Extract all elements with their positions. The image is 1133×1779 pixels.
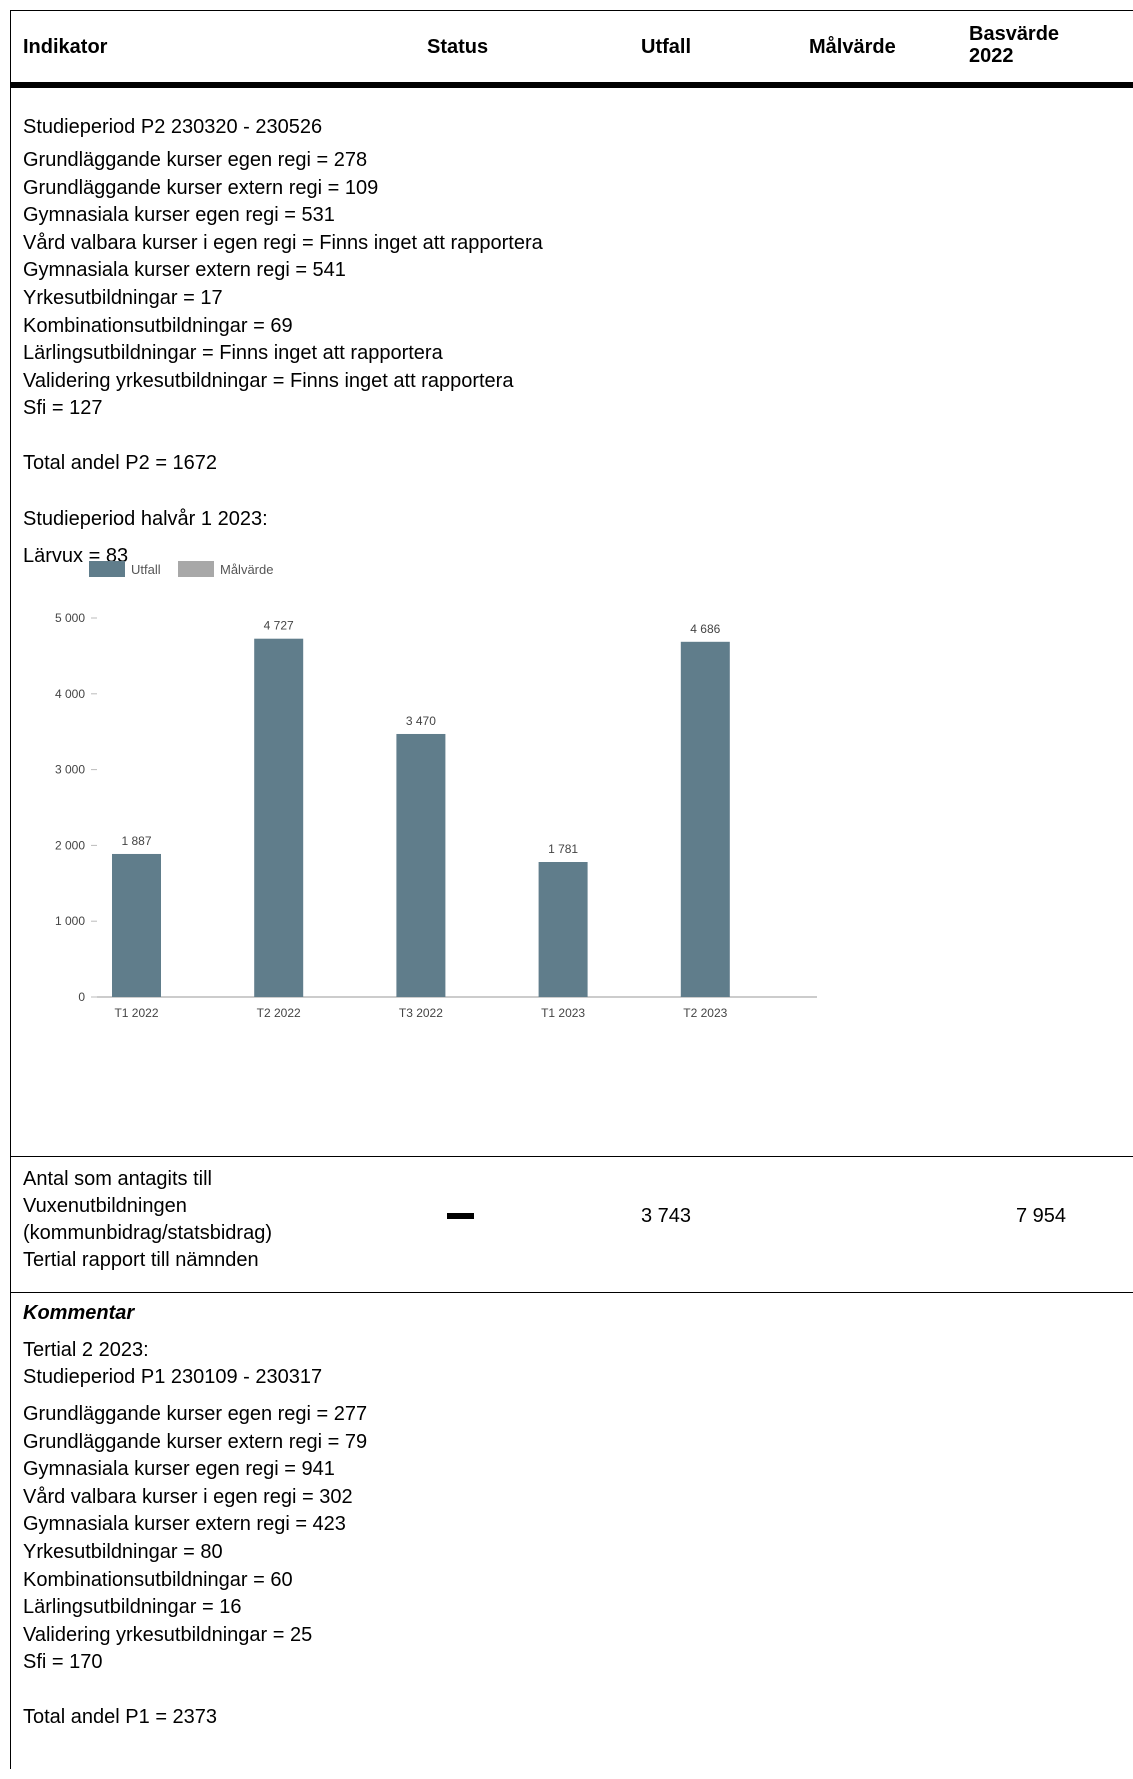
y-tick-label: 0	[78, 990, 85, 1004]
legend-label: Målvärde	[220, 562, 273, 577]
row-indikator-line: (kommunbidrag/statsbidrag)	[23, 1222, 272, 1244]
list-item: Grundläggande kurser extern regi = 109	[23, 176, 379, 199]
section1-list: Grundläggande kurser egen regi = 278 Grun…	[23, 147, 543, 423]
list-item: Sfi = 170	[23, 1651, 103, 1674]
row-indikator-line: Vuxenutbildningen	[23, 1195, 187, 1217]
header-basvarde-line1: Basvärde	[969, 23, 1060, 45]
list-item: Gymnasiala kurser extern regi = 541	[23, 259, 346, 282]
bar-value-label: 4 727	[264, 619, 294, 633]
list-item: Vård valbara kurser i egen regi = Finns …	[23, 231, 543, 254]
legend-swatch	[178, 561, 214, 577]
list-item: Kombinationsutbildningar = 60	[23, 1568, 293, 1591]
comment-top-rule	[11, 1292, 1133, 1293]
list-item: Sfi = 127	[23, 397, 103, 420]
comment-heading: Kommentar	[23, 1302, 135, 1324]
y-tick-label: 1 000	[55, 914, 85, 928]
row-basvarde: 7 954	[1016, 1205, 1067, 1227]
row-top-rule	[11, 1156, 1133, 1157]
list-item: Gymnasiala kurser egen regi = 941	[23, 1458, 335, 1481]
comment-list: Grundläggande kurser egen regi = 277 Grun…	[23, 1401, 367, 1677]
section1-total: Total andel P2 = 1672	[23, 452, 218, 474]
dash-icon	[447, 1213, 474, 1219]
bar-value-label: 3 470	[406, 714, 436, 728]
comment-period: Studieperiod P1 230109 - 230317	[23, 1366, 323, 1388]
bar-value-label: 1 887	[121, 834, 151, 848]
legend-swatch	[89, 561, 125, 577]
list-item: Grundläggande kurser egen regi = 277	[23, 1403, 368, 1425]
header-utfall: Utfall	[641, 36, 691, 58]
header-status: Status	[427, 36, 489, 58]
legend-label: Utfall	[131, 562, 161, 577]
x-tick-label: T2 2023	[683, 1006, 727, 1020]
header-basvarde-line2: 2022	[969, 45, 1014, 67]
section1-halfyear: Studieperiod halvår 1 2023:	[23, 508, 268, 530]
x-tick-label: T3 2022	[399, 1006, 443, 1020]
comment-total: Total andel P1 = 2373	[23, 1706, 218, 1728]
list-item: Lärlingsutbildningar = Finns inget att r…	[23, 342, 443, 365]
x-tick-label: T1 2023	[541, 1006, 585, 1020]
list-item: Lärlingsutbildningar = 16	[23, 1596, 242, 1619]
x-tick-label: T1 2022	[114, 1006, 158, 1020]
x-tick-label: T2 2022	[257, 1006, 301, 1020]
indicator-report-table: Indikator Status Utfall Målvärde Basvärd…	[10, 10, 1133, 1769]
bar	[538, 862, 588, 997]
list-item: Kombinationsutbildningar = 69	[23, 314, 293, 337]
bar-value-label: 4 686	[690, 622, 720, 636]
bar-value-label: 1 781	[548, 842, 578, 856]
header-malvarde: Målvärde	[809, 36, 896, 58]
row-utfall: 3 743	[641, 1205, 692, 1227]
list-item: Grundläggande kurser extern regi = 79	[23, 1430, 368, 1453]
row-indikator: Antal som antagits till Vuxenutbildningen…	[23, 1166, 272, 1274]
row-indikator-line: Tertial rapport till nämnden	[23, 1249, 259, 1271]
list-item: Yrkesutbildningar = 17	[23, 286, 223, 309]
y-tick-label: 4 000	[55, 687, 85, 701]
list-item: Validering yrkesutbildningar = Finns ing…	[23, 369, 514, 392]
header-basvarde: Basvärde 2022	[969, 23, 1059, 67]
header-rule	[11, 82, 1133, 88]
y-tick-label: 2 000	[55, 838, 85, 852]
list-item: Gymnasiala kurser extern regi = 423	[23, 1513, 346, 1536]
section1-period: Studieperiod P2 230320 - 230526	[23, 116, 323, 138]
bar	[254, 638, 304, 997]
list-item: Validering yrkesutbildningar = 25	[23, 1623, 313, 1646]
table-header: Indikator Status Utfall Målvärde Basvärd…	[11, 10, 1133, 82]
bar	[396, 733, 446, 997]
row-indikator-line: Antal som antagits till	[23, 1168, 212, 1190]
comment-tertial: Tertial 2 2023:	[23, 1339, 149, 1361]
bar-chart: Utfall Målvärde 0 1 000 2 000 3 000 4 000 5 000…	[55, 561, 817, 1020]
list-item: Vård valbara kurser i egen regi = 302	[23, 1485, 353, 1508]
list-item: Yrkesutbildningar = 80	[23, 1540, 223, 1563]
y-tick-label: 3 000	[55, 763, 85, 777]
list-item: Grundläggande kurser egen regi = 278	[23, 149, 368, 171]
list-item: Gymnasiala kurser egen regi = 531	[23, 204, 335, 227]
y-tick-label: 5 000	[55, 611, 85, 625]
bar	[680, 641, 730, 997]
bar	[112, 853, 161, 997]
header-indikator: Indikator	[23, 36, 108, 58]
